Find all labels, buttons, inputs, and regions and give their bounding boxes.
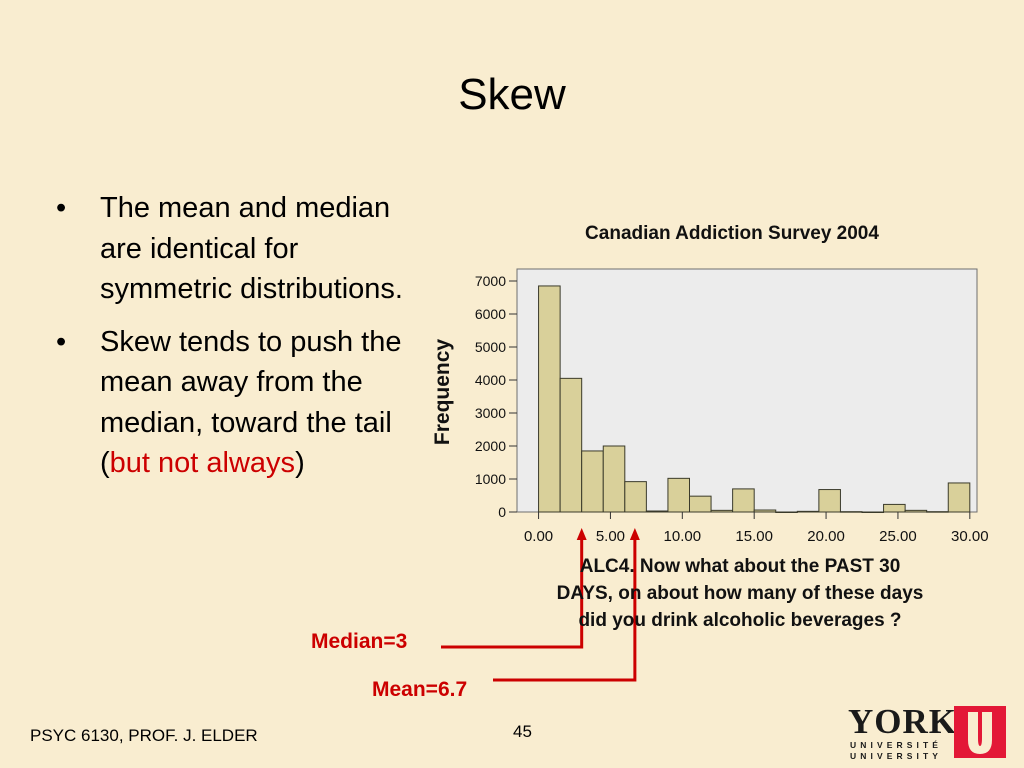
histogram-bar bbox=[796, 510, 820, 513]
histogram-bar bbox=[883, 503, 906, 513]
histogram-bar bbox=[581, 450, 604, 513]
bullet-text: The mean and median are identical for sy… bbox=[100, 192, 403, 305]
york-logo: YORK UNIVERSITÉ UNIVERSITY bbox=[848, 702, 1008, 762]
page-number: 45 bbox=[513, 722, 532, 741]
bullet-item: • The mean and median are identical for … bbox=[56, 188, 406, 310]
logo-wordmark: YORK bbox=[848, 702, 957, 741]
histogram-bar bbox=[839, 511, 863, 513]
histogram-bar bbox=[947, 482, 971, 513]
median-pointer-line bbox=[441, 534, 584, 649]
chart-title: Canadian Addiction Survey 2004 bbox=[585, 223, 879, 244]
slide-title: Skew bbox=[458, 70, 566, 119]
histogram-bar bbox=[624, 481, 647, 513]
histogram-bar bbox=[559, 377, 583, 513]
x-axis-label-line: did you drink alcoholic beverages ? bbox=[578, 610, 902, 631]
x-tick-label: 15.00 bbox=[735, 528, 773, 545]
mean-pointer-line bbox=[493, 534, 637, 682]
y-tick-label: 2000 bbox=[475, 438, 506, 454]
logo-line-fr: UNIVERSITÉ bbox=[850, 740, 943, 750]
mean-arrowhead bbox=[629, 528, 640, 540]
histogram-bar bbox=[861, 511, 885, 513]
histogram-bar bbox=[602, 445, 626, 513]
bullet-dot: • bbox=[56, 192, 67, 224]
histogram-bar bbox=[775, 511, 798, 513]
histogram-bar bbox=[732, 488, 755, 513]
histogram-bar bbox=[538, 285, 561, 513]
x-tick-label: 25.00 bbox=[879, 528, 917, 545]
y-tick-label: 6000 bbox=[475, 306, 506, 322]
bullet-dot: • bbox=[56, 325, 67, 358]
logo-line-en: UNIVERSITY bbox=[850, 751, 943, 761]
bullet-text: Skew tends to push the mean away from th… bbox=[100, 325, 402, 480]
x-tick-label: 5.00 bbox=[596, 528, 625, 545]
x-tick-label: 10.00 bbox=[664, 528, 702, 545]
york-u-icon bbox=[954, 706, 1006, 758]
bullet-list: • The mean and median are identical for … bbox=[56, 188, 406, 496]
bullet-text-end: ) bbox=[295, 447, 305, 479]
histogram-bar bbox=[667, 477, 690, 513]
histogram-bar bbox=[904, 509, 928, 513]
x-tick-label: 30.00 bbox=[951, 528, 989, 545]
bullet-highlight: but not always bbox=[109, 447, 296, 479]
histogram-bar bbox=[645, 510, 669, 513]
y-tick-label: 4000 bbox=[475, 372, 506, 388]
x-tick-label: 0.00 bbox=[524, 528, 553, 545]
histogram-bar bbox=[926, 511, 949, 513]
median-arrowhead bbox=[576, 528, 587, 540]
y-tick-label: 0 bbox=[498, 504, 506, 520]
y-tick-label: 3000 bbox=[475, 405, 506, 421]
mean-annotation: Mean=6.7 bbox=[372, 678, 468, 701]
y-axis-title: Frequency bbox=[431, 339, 454, 446]
histogram-bar bbox=[818, 489, 841, 513]
bullet-item: • Skew tends to push the mean away from … bbox=[56, 322, 406, 484]
y-tick-label: 5000 bbox=[475, 339, 506, 355]
x-tick-label: 20.00 bbox=[807, 528, 845, 545]
x-axis-label-line: DAYS, on about how many of these days bbox=[556, 583, 924, 604]
median-annotation: Median=3 bbox=[311, 630, 408, 653]
histogram-bar bbox=[753, 509, 777, 513]
y-tick-label: 1000 bbox=[475, 471, 506, 487]
x-axis-label: ALC4. Now what about the PAST 30 DAYS, o… bbox=[505, 553, 975, 634]
histogram-bar bbox=[689, 495, 712, 513]
histogram-bar bbox=[710, 509, 734, 513]
footer-course: PSYC 6130, PROF. J. ELDER bbox=[30, 726, 258, 745]
y-tick-label: 7000 bbox=[475, 273, 506, 289]
x-axis-label-line: ALC4. Now what about the PAST 30 bbox=[579, 556, 901, 577]
